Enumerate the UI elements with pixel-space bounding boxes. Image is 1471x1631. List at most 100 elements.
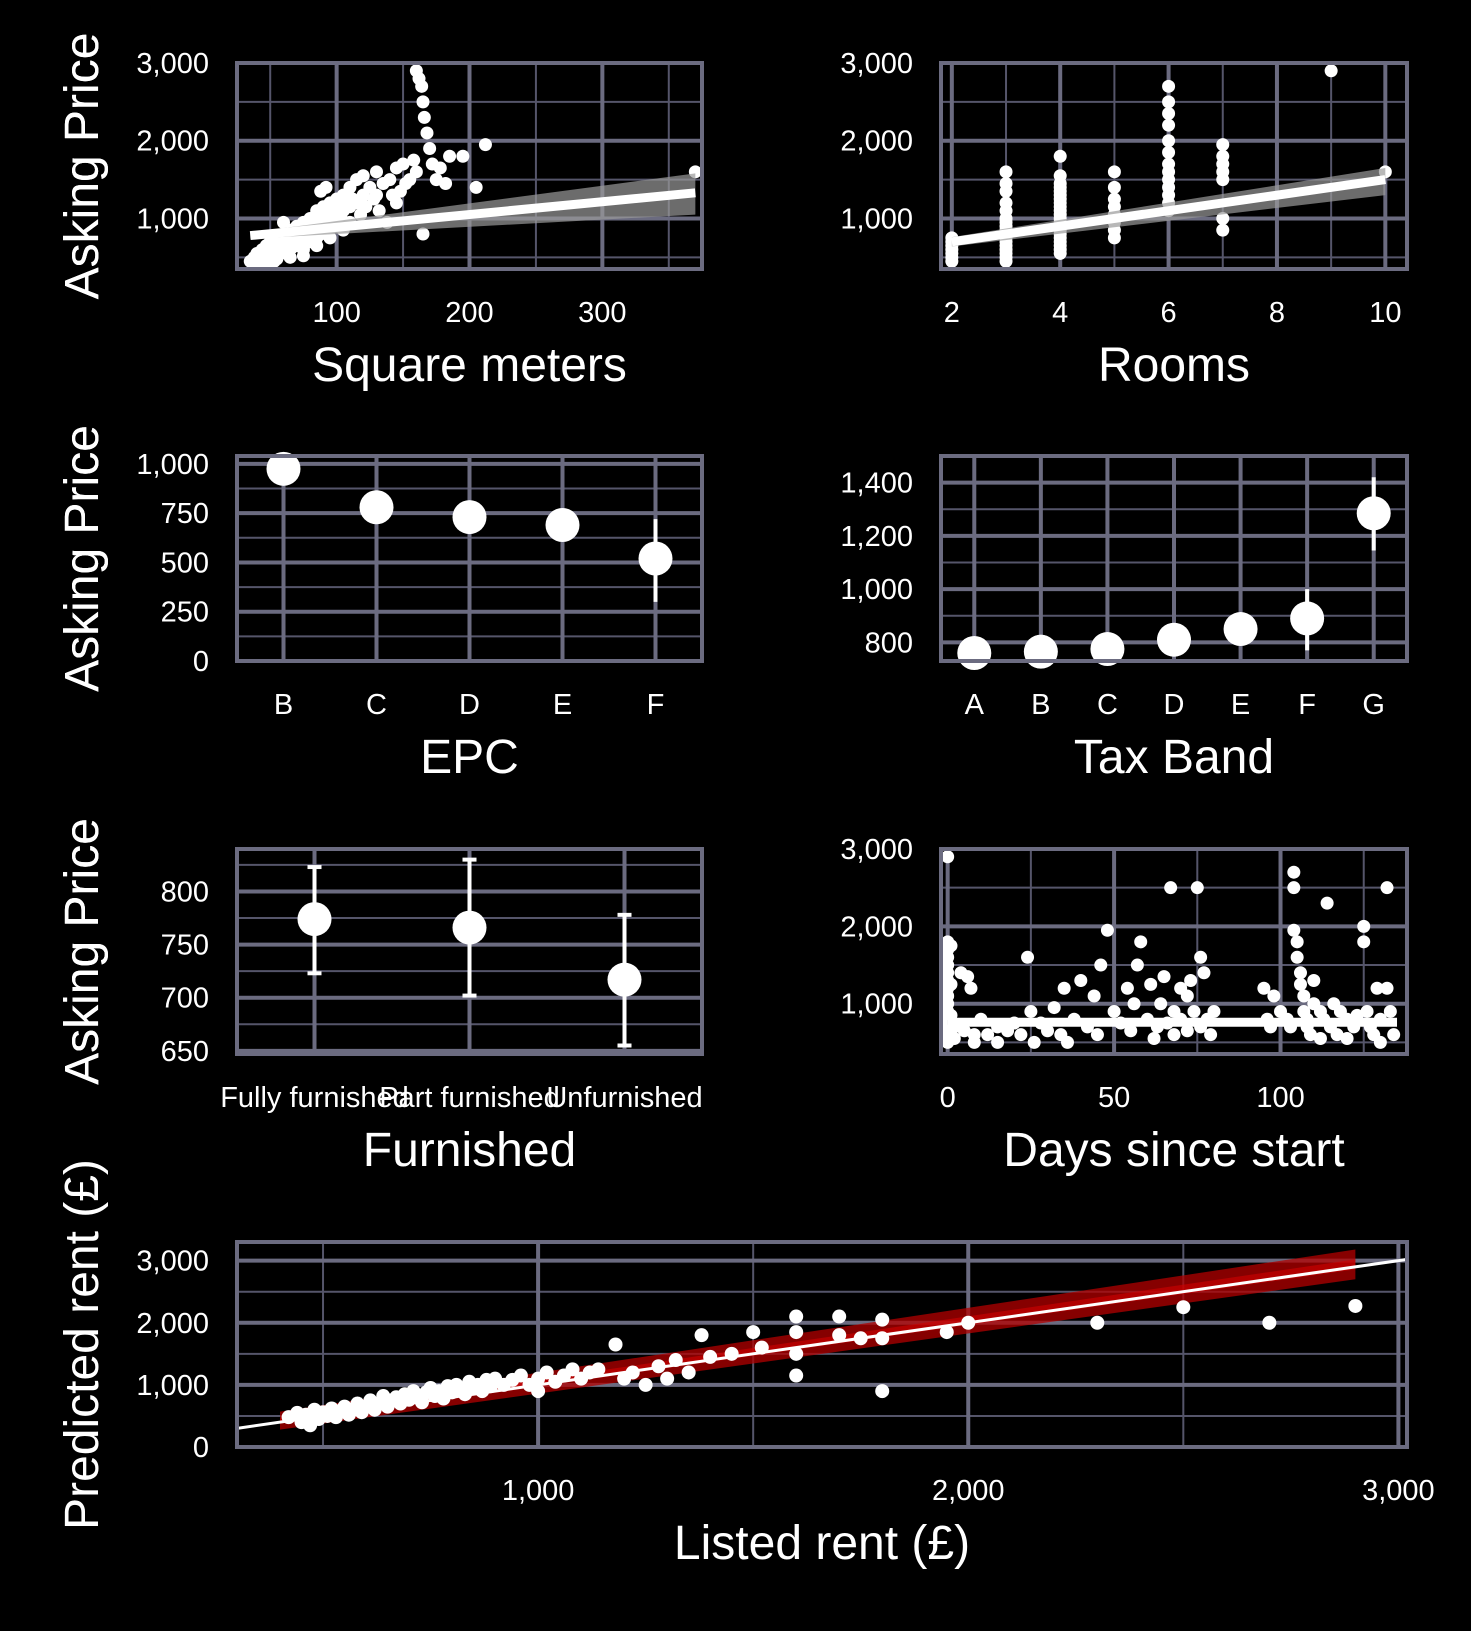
data-point	[323, 231, 337, 245]
data-point	[250, 258, 264, 269]
x-tick-label: Part furnished	[379, 1082, 560, 1114]
data-point	[433, 161, 447, 175]
data-point	[1164, 881, 1178, 895]
data-layer	[945, 64, 1392, 268]
x-tick-label: 2,000	[932, 1475, 1005, 1507]
data-point	[1383, 1004, 1397, 1018]
data-point	[1134, 935, 1148, 949]
data-point	[1162, 107, 1176, 121]
x-axis-label: EPC	[420, 731, 519, 784]
x-tick-label: 6	[1161, 297, 1177, 329]
mean-point	[297, 902, 332, 937]
x-tick-label: C	[1097, 689, 1118, 721]
y-tick-label: 250	[161, 597, 209, 629]
y-tick-label: 3,000	[136, 48, 209, 80]
panel-rooms: 1,000 2,000 3,000 2 4 6 8 10 Rooms Asking Price	[56, 33, 1409, 392]
data-point	[1287, 881, 1301, 895]
data-point	[1024, 1004, 1038, 1018]
data-point	[1107, 165, 1121, 179]
data-point	[407, 153, 421, 167]
data-point	[1207, 1004, 1221, 1018]
data-point	[660, 1371, 675, 1386]
data-point	[1124, 1024, 1138, 1038]
data-point	[389, 196, 403, 210]
data-point	[1047, 1001, 1061, 1015]
y-tick-label: 3,000	[136, 1246, 209, 1278]
y-tick-label: 650	[161, 1036, 209, 1068]
data-point	[961, 970, 975, 984]
y-tick-label: 1,400	[840, 468, 913, 500]
data-point	[1216, 223, 1230, 237]
x-tick-label: E	[1231, 689, 1250, 721]
data-point	[1370, 981, 1384, 995]
data-point	[1180, 989, 1194, 1003]
x-axis-label: Days since start	[1003, 1124, 1344, 1177]
data-point	[853, 1331, 868, 1346]
data-point	[875, 1331, 890, 1346]
data-point	[1053, 149, 1067, 163]
data-point	[703, 1349, 718, 1364]
data-point	[1262, 1315, 1277, 1330]
data-point	[1014, 1028, 1028, 1042]
x-tick-label: 0	[940, 1082, 956, 1114]
x-tick-label: 4	[1052, 297, 1068, 329]
data-point	[1053, 169, 1067, 183]
data-point	[1257, 981, 1271, 995]
data-point	[372, 204, 386, 218]
y-tick-label: 2,000	[136, 1308, 209, 1340]
panel-days-since-start: 1,000 2,000 3,000 0 50 100 Days since start Ask…	[56, 818, 1409, 1177]
data-point	[1094, 958, 1108, 972]
data-point	[1360, 1004, 1374, 1018]
y-tick-label: 800	[865, 627, 913, 659]
data-point	[277, 215, 290, 229]
data-point	[832, 1328, 847, 1343]
data-point	[961, 1315, 976, 1330]
data-point	[1357, 919, 1371, 933]
data-point	[1162, 157, 1176, 171]
mean-point	[452, 910, 487, 945]
data-point	[754, 1340, 769, 1355]
data-point	[1313, 1032, 1327, 1046]
x-tick-label: 3,000	[1362, 1475, 1435, 1507]
data-point	[1216, 149, 1230, 163]
data-point	[1357, 935, 1371, 949]
data-point	[1216, 211, 1230, 225]
data-point	[283, 250, 297, 264]
x-tick-label: F	[1298, 689, 1316, 721]
x-tick-label: Unfurnished	[546, 1082, 702, 1114]
data-point	[416, 95, 430, 109]
y-axis-label: Predicted rent (£)	[56, 1159, 109, 1530]
x-tick-label: C	[366, 689, 387, 721]
data-point	[310, 239, 324, 253]
axes-frame	[235, 61, 704, 271]
x-tick-label: F	[647, 689, 665, 721]
axes-frame	[939, 61, 1409, 271]
data-point	[746, 1325, 761, 1340]
data-point	[1162, 79, 1176, 93]
data-point	[1380, 981, 1394, 995]
y-axis-label: Asking Price	[56, 425, 109, 692]
x-tick-label: 50	[1098, 1082, 1130, 1114]
data-point	[1184, 974, 1198, 988]
data-point	[565, 1362, 580, 1377]
data-layer	[941, 850, 1401, 1049]
x-tick-label: 300	[578, 297, 626, 329]
mean-point	[359, 490, 394, 525]
data-point	[1074, 974, 1088, 988]
data-point	[1147, 1032, 1161, 1046]
data-point	[941, 850, 955, 864]
y-tick-label: 1,000	[840, 574, 913, 606]
data-point	[999, 196, 1013, 210]
data-point	[1162, 145, 1176, 159]
data-point	[638, 1377, 653, 1392]
data-point	[1130, 958, 1144, 972]
data-point	[417, 110, 431, 124]
data-point	[396, 157, 410, 171]
data-point	[694, 1328, 709, 1343]
x-tick-label: B	[274, 689, 293, 721]
data-point	[478, 138, 492, 152]
data-point	[1287, 923, 1301, 937]
data-point	[939, 1325, 954, 1340]
x-tick-label: 1,000	[502, 1475, 575, 1507]
